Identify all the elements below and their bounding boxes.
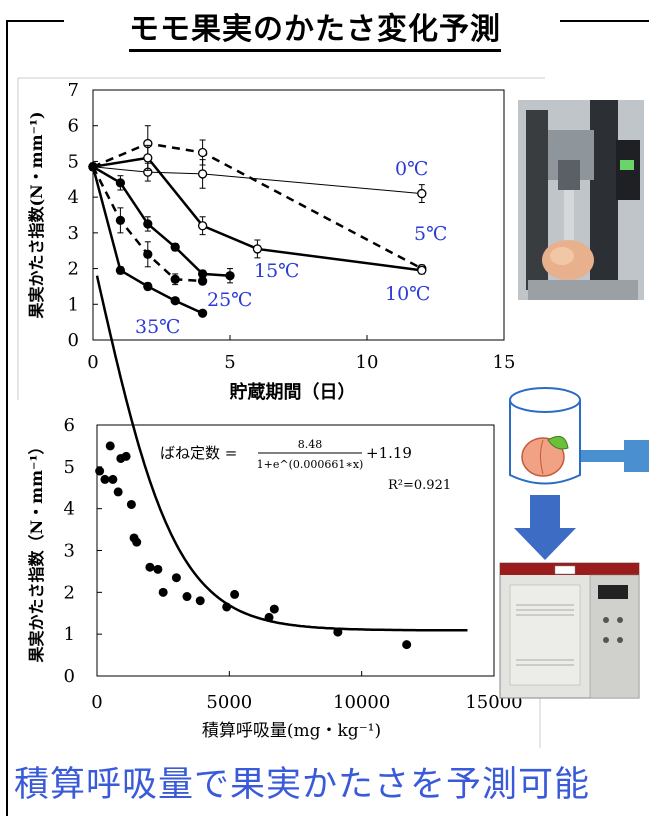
data-point — [197, 308, 208, 318]
y-tick-label: 4 — [68, 187, 79, 208]
series-label: 35℃ — [135, 316, 180, 338]
data-point — [143, 153, 153, 163]
data-point — [197, 147, 208, 158]
y-axis-label: 果実かたさ指数(N・mm⁻¹) — [27, 111, 46, 319]
series-0℃ — [88, 159, 427, 203]
y-tick-label: 3 — [68, 223, 79, 244]
data-point — [417, 188, 427, 199]
y-tick-label: 6 — [68, 116, 79, 137]
data-point — [115, 215, 126, 226]
data-point — [417, 265, 427, 276]
series-line — [92, 142, 423, 270]
x-tick-label: 15 — [493, 352, 516, 373]
x-tick-label: 10 — [356, 352, 379, 373]
texture-analyzer-photo — [518, 100, 644, 300]
series-line — [91, 166, 204, 315]
data-point — [143, 219, 153, 229]
series-label: 25℃ — [207, 289, 252, 311]
data-point — [143, 249, 153, 259]
frame-top-right — [560, 20, 649, 22]
data-point — [252, 244, 263, 254]
data-point — [197, 169, 208, 179]
data-point — [88, 162, 98, 172]
data-point — [170, 296, 180, 306]
data-point — [197, 221, 208, 231]
x-tick-label: 5 — [224, 352, 235, 373]
x-tick-label: 0 — [87, 352, 98, 373]
frame-left — [6, 20, 8, 816]
data-point — [170, 242, 180, 252]
frame-top-left — [6, 20, 64, 22]
y-tick-label: 7 — [68, 80, 79, 101]
data-point — [143, 281, 153, 292]
series-35℃ — [88, 162, 208, 318]
series-15℃ — [88, 162, 235, 284]
y-tick-label: 5 — [68, 151, 79, 172]
y-tick-label: 1 — [68, 294, 79, 315]
conclusion-text: 積算呼吸量で果実かたさを予測可能 — [14, 765, 591, 805]
series-label: 5℃ — [414, 223, 447, 245]
series-label: 10℃ — [385, 283, 430, 305]
x-axis-label: 貯蔵期間（日） — [230, 381, 356, 403]
series-label: 15℃ — [254, 260, 299, 282]
data-point — [115, 265, 126, 276]
series-line — [92, 166, 422, 195]
data-point — [115, 178, 126, 188]
chart1-plot-area — [92, 89, 505, 341]
y-tick-label: 0 — [68, 330, 79, 351]
page-title: モモ果実のかたさ変化予測 — [70, 4, 560, 52]
series-line — [92, 165, 231, 277]
data-point — [170, 274, 180, 284]
y-tick-label: 2 — [68, 259, 79, 280]
series-label: 0℃ — [395, 158, 428, 180]
data-point — [225, 271, 235, 281]
data-point — [197, 276, 208, 286]
